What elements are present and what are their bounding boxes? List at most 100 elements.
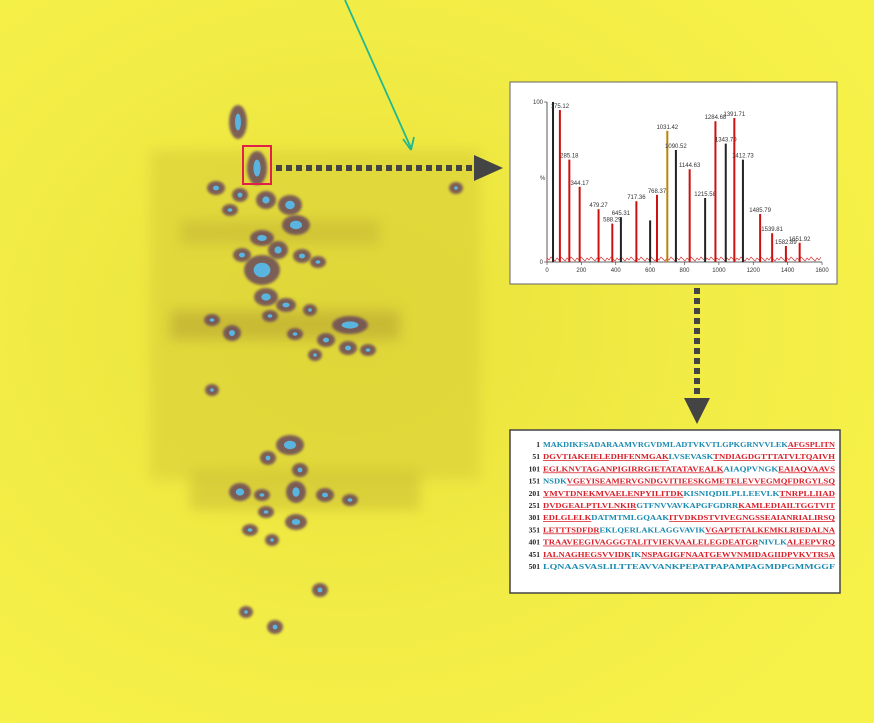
covered-peptide: EDLGLELK — [543, 513, 591, 522]
gel-spot — [291, 519, 301, 525]
uncovered-sequence: LVSEVASK — [669, 452, 714, 461]
gel-spot — [315, 260, 321, 264]
uncovered-sequence: LQNAASVASLILTTEAVVANKPEPATPAPAMPAGMDPGMM… — [543, 562, 835, 571]
gel-spot — [317, 587, 323, 593]
y-axis-label: % — [540, 176, 546, 182]
peak-label: 1391.71 — [723, 112, 745, 118]
x-tick-label: 200 — [576, 268, 587, 274]
sequence-line: LETTTSDFDR EKLQERLAKLAGGVAVIK VGAPTETALKEM… — [543, 525, 836, 534]
x-tick-label: 600 — [645, 268, 656, 274]
baseline-noise — [546, 256, 822, 262]
uncovered-sequence: GTFNVVAVKAPGFGDRR — [636, 501, 739, 510]
peak-label: 1031.42 — [656, 125, 678, 131]
peak-label: 1485.79 — [749, 208, 771, 214]
line-number: 451 — [529, 550, 541, 559]
peak-label: 1539.81 — [761, 227, 783, 233]
covered-peptide: TRAAVEEGIVAGGGTALITVIEKVAALELEGDEATGR — [543, 538, 759, 547]
gel-spot — [229, 330, 235, 336]
peak-label: 588.29 — [603, 218, 622, 224]
y-tick-label: 0 — [540, 260, 544, 266]
line-number: 501 — [529, 562, 541, 571]
gel-spot — [365, 348, 371, 352]
gel-spot — [292, 487, 300, 497]
covered-peptide: TNDIAGDGTTTATVLTQAIVH — [713, 452, 835, 461]
uncovered-sequence: NSDK — [543, 477, 567, 486]
gel-spot — [347, 498, 353, 502]
x-tick-label: 1000 — [712, 268, 726, 274]
gel-spot — [244, 610, 248, 614]
covered-peptide: EGLKNVTAGANPIGIRRGIETATATAVEALK — [543, 464, 724, 473]
peak-label: 285.18 — [560, 154, 579, 160]
gel-spot — [282, 302, 290, 308]
peak-label: 717.36 — [627, 195, 646, 201]
uncovered-sequence: AIAQPVNGK — [723, 464, 778, 473]
covered-peptide: DVDGEALPTLVLNKIR — [543, 501, 637, 510]
gel-spot — [253, 159, 261, 177]
covered-peptide: TNRPLLIIAD — [779, 489, 835, 498]
sequence-line: YMVTDNEKMVAELENPYILITDK KISNIQDILPLLEEVLK… — [543, 489, 836, 498]
peak-label: 1284.68 — [705, 115, 727, 121]
peak-label: 768.37 — [648, 189, 667, 195]
protein-sequence: 1 MAKDIKFSADARAAMVRGVDMLADTVKVTLGPKGRNVVL… — [529, 440, 836, 571]
sequence-line: TRAAVEEGIVAGGGTALITVIEKVAALELEGDEATGR NIV… — [543, 538, 835, 547]
gel-spot — [265, 455, 271, 461]
gel-spot — [263, 510, 269, 514]
line-number: 1 — [536, 440, 540, 449]
gel-spot — [267, 314, 273, 318]
peak-label: 1343.70 — [715, 138, 737, 144]
gel-spot — [235, 488, 245, 496]
gel-spot — [341, 321, 359, 329]
line-number: 101 — [529, 464, 541, 473]
uncovered-sequence: NIVLK — [758, 538, 787, 547]
gel-spot — [270, 538, 274, 542]
gel-spot — [274, 246, 282, 254]
gel-spot — [323, 337, 329, 343]
x-tick-label: 1200 — [747, 268, 761, 274]
x-tick-label: 1600 — [815, 268, 829, 274]
line-number: 201 — [529, 489, 541, 498]
gel-spot — [308, 308, 312, 312]
covered-peptide: LETTTSDFDR — [543, 525, 600, 534]
gel-spot — [210, 388, 214, 392]
gel-spot — [313, 353, 317, 357]
gel-spot — [239, 252, 245, 258]
gel-spot — [247, 528, 253, 532]
line-number: 401 — [529, 538, 541, 547]
uncovered-sequence: EKLQERLAKLAGGVAVIK — [600, 525, 706, 534]
gel-spot — [290, 220, 302, 230]
covered-peptide: AFGSPLITN — [788, 440, 836, 449]
covered-peptide: YMVTDNEKMVAELENPYILITDK — [543, 489, 684, 498]
line-number: 51 — [532, 452, 540, 461]
sequence-line: DGVTIAKEIELEDHFENMGAK LVSEVASK TNDIAGDGTTT… — [543, 452, 835, 461]
peak-label: 1582.89 — [775, 240, 797, 246]
gel-spot — [237, 192, 243, 198]
gel-spot — [292, 332, 298, 336]
pointer-line — [344, 0, 412, 149]
sequence-panel — [509, 429, 841, 594]
peak-label: 1144.63 — [679, 163, 701, 169]
selected-spot-box — [242, 145, 272, 185]
gel-spot — [285, 200, 295, 210]
uncovered-sequence: IK — [631, 550, 641, 559]
line-number: 151 — [529, 477, 541, 486]
sequence-line: DVDGEALPTLVLNKIR GTFNVVAVKAPGFGDRR KAMLEDI… — [543, 501, 835, 510]
peak-label: 1215.58 — [694, 192, 716, 198]
gel-spot — [259, 493, 265, 497]
gel-spot — [272, 624, 278, 630]
sequence-line: NSDK VGEYISEAMERVGNDGVITIEESKGMETELEVVEGM… — [543, 477, 835, 486]
sequence-line: IALNAGHEGSVVIDK IKNSPAGIGFNAATGEWVNMIDAGI… — [543, 550, 836, 559]
covered-peptide: VGAPTETALKEMKLRIEDALNA — [705, 525, 835, 534]
x-tick-label: 400 — [611, 268, 622, 274]
sequence-line: EDLGLELK DATMTMLGQAAK ITVDKDSTVIVEGNGSSEAI… — [543, 513, 835, 522]
gel-spot — [235, 113, 241, 131]
sequence-line: EGLKNVTAGANPIGIRRGIETATATAVEALK AIAQPVNGK… — [543, 464, 835, 473]
x-tick-label: 800 — [679, 268, 690, 274]
uncovered-sequence: MAKDIKFSADARAAMVRGVDMLADTVKVTLGPKGRNVVLE… — [543, 440, 788, 449]
peak-label: 344.17 — [570, 181, 589, 187]
gel-spot — [345, 345, 351, 351]
uncovered-sequence: KISNIQDILPLLEEVLK — [683, 489, 779, 498]
gel-smear — [150, 150, 480, 510]
line-number: 301 — [529, 513, 541, 522]
line-number: 351 — [529, 525, 541, 534]
